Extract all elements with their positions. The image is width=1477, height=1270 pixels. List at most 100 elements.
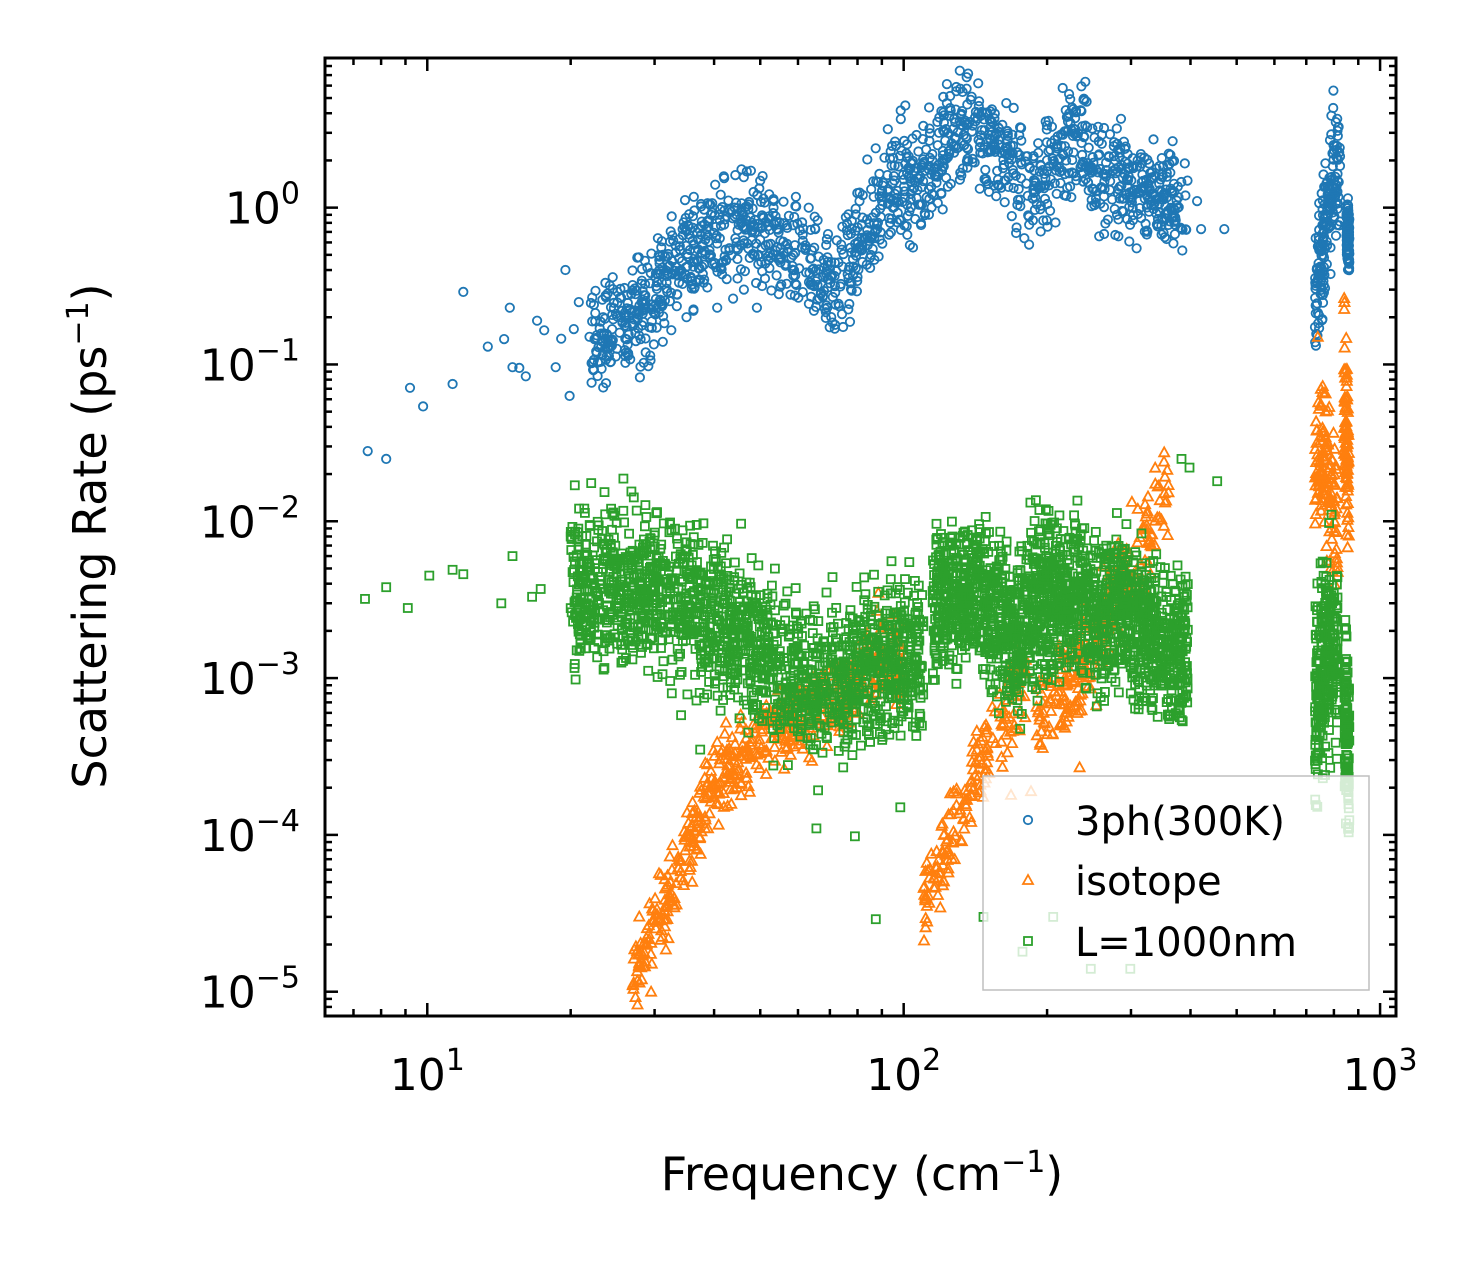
data-point-isotope xyxy=(663,849,677,862)
data-point-3ph-300k- xyxy=(671,301,682,312)
data-point-3ph-300k- xyxy=(1008,182,1019,194)
data-point-3ph-300k- xyxy=(845,284,857,295)
data-point-3ph-300k- xyxy=(1131,243,1142,254)
data-point-3ph-300k- xyxy=(1115,113,1127,124)
data-point-3ph-300k- xyxy=(1006,211,1017,222)
data-point-l-1000nm xyxy=(917,590,927,600)
data-point-3ph-300k- xyxy=(874,191,885,202)
data-point-l-1000nm xyxy=(730,557,740,568)
data-point-3ph-300k- xyxy=(600,378,612,389)
data-point-3ph-300k- xyxy=(1169,229,1181,240)
data-point-l-1000nm xyxy=(1069,510,1079,521)
data-point-3ph-300k- xyxy=(556,333,567,344)
data-point-3ph-300k- xyxy=(1050,217,1061,228)
data-point-3ph-300k- xyxy=(679,195,691,206)
data-point-3ph-300k- xyxy=(803,202,814,213)
data-point-3ph-300k- xyxy=(1313,258,1324,269)
data-point-l-1000nm xyxy=(851,582,862,592)
data-point-3ph-300k- xyxy=(674,241,685,252)
data-point-l-1000nm xyxy=(885,574,896,585)
data-point-isotope xyxy=(665,838,680,851)
data-point-3ph-300k- xyxy=(812,273,823,284)
data-point-3ph-300k- xyxy=(698,277,709,288)
data-point-3ph-300k- xyxy=(967,157,978,168)
data-point-isotope xyxy=(1309,414,1323,427)
data-point-l-1000nm xyxy=(624,528,634,539)
data-point-3ph-300k- xyxy=(1094,231,1105,242)
data-point-3ph-300k- xyxy=(844,316,856,327)
data-point-3ph-300k- xyxy=(820,312,831,323)
data-point-3ph-300k- xyxy=(821,234,833,245)
data-point-3ph-300k- xyxy=(1108,165,1119,176)
data-point-3ph-300k- xyxy=(752,218,763,230)
data-point-3ph-300k- xyxy=(632,252,643,263)
data-point-3ph-300k- xyxy=(771,270,782,281)
data-point-3ph-300k- xyxy=(1314,210,1325,221)
data-point-3ph-300k- xyxy=(886,140,898,151)
data-point-3ph-300k- xyxy=(806,291,817,302)
data-point-3ph-300k- xyxy=(1179,158,1190,169)
data-point-isotope xyxy=(1338,340,1352,353)
data-point-3ph-300k- xyxy=(688,191,699,202)
data-point-3ph-300k- xyxy=(600,277,611,288)
data-point-3ph-300k- xyxy=(966,126,978,137)
data-point-3ph-300k- xyxy=(829,280,841,292)
data-point-3ph-300k- xyxy=(735,213,746,224)
data-point-3ph-300k- xyxy=(1064,108,1075,119)
data-point-l-1000nm xyxy=(715,705,726,716)
data-point-3ph-300k- xyxy=(951,86,962,97)
data-point-l-1000nm xyxy=(911,731,922,741)
data-point-3ph-300k- xyxy=(950,117,961,128)
data-point-3ph-300k- xyxy=(723,195,734,206)
data-point-3ph-300k- xyxy=(1010,170,1022,181)
data-point-l-1000nm xyxy=(665,676,676,686)
data-point-l-1000nm xyxy=(618,505,629,516)
data-point-isotope xyxy=(1157,454,1171,467)
data-point-3ph-300k- xyxy=(791,201,802,212)
data-point-3ph-300k- xyxy=(599,343,611,354)
data-point-3ph-300k- xyxy=(1033,138,1044,149)
data-point-3ph-300k- xyxy=(771,216,783,228)
data-point-3ph-300k- xyxy=(507,362,518,373)
data-point-3ph-300k- xyxy=(822,252,833,263)
data-point-3ph-300k- xyxy=(1327,182,1338,193)
data-point-3ph-300k- xyxy=(645,267,656,279)
data-point-3ph-300k- xyxy=(1002,149,1013,160)
data-point-l-1000nm xyxy=(821,587,832,598)
data-point-l-1000nm xyxy=(869,569,879,580)
data-point-3ph-300k- xyxy=(1168,238,1179,249)
data-point-3ph-300k- xyxy=(645,355,656,366)
data-point-3ph-300k- xyxy=(1024,239,1035,250)
data-point-3ph-300k- xyxy=(739,266,751,277)
data-point-3ph-300k- xyxy=(980,173,992,185)
data-point-3ph-300k- xyxy=(1152,218,1163,230)
data-point-3ph-300k- xyxy=(1170,215,1181,226)
data-point-3ph-300k- xyxy=(1054,166,1065,177)
data-point-3ph-300k- xyxy=(775,243,786,254)
data-point-3ph-300k- xyxy=(1052,143,1063,154)
data-point-3ph-300k- xyxy=(822,229,834,240)
data-point-3ph-300k- xyxy=(931,177,942,188)
data-point-3ph-300k- xyxy=(560,264,571,276)
data-point-3ph-300k- xyxy=(634,372,646,383)
data-point-3ph-300k- xyxy=(762,251,774,262)
data-point-3ph-300k- xyxy=(1047,153,1058,164)
data-point-3ph-300k- xyxy=(720,254,732,265)
data-point-3ph-300k- xyxy=(704,249,715,260)
data-point-l-1000nm xyxy=(856,740,866,751)
data-point-isotope xyxy=(917,933,931,946)
data-point-3ph-300k- xyxy=(980,164,991,175)
data-point-3ph-300k- xyxy=(611,343,623,354)
data-point-3ph-300k- xyxy=(716,263,727,275)
data-point-3ph-300k- xyxy=(808,263,819,274)
data-point-l-1000nm xyxy=(631,505,642,516)
data-point-3ph-300k- xyxy=(1147,173,1158,184)
data-point-3ph-300k- xyxy=(1139,152,1150,163)
data-point-3ph-300k- xyxy=(1118,136,1130,147)
data-point-3ph-300k- xyxy=(1039,183,1050,194)
data-point-l-1000nm xyxy=(719,542,729,553)
data-point-l-1000nm xyxy=(767,580,777,591)
data-point-3ph-300k- xyxy=(756,242,767,253)
data-point-3ph-300k- xyxy=(622,348,634,359)
